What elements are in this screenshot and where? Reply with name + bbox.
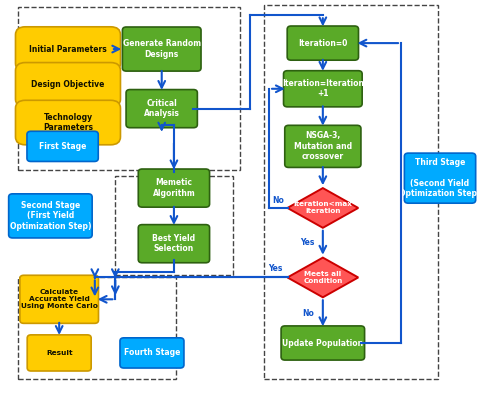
FancyBboxPatch shape	[120, 338, 184, 368]
Text: Third Stage

(Second Yield
Optimization Step): Third Stage (Second Yield Optimization S…	[400, 158, 481, 198]
Ellipse shape	[26, 110, 110, 125]
Text: Best Yield
Selection: Best Yield Selection	[152, 234, 196, 253]
Text: First Stage: First Stage	[39, 142, 86, 151]
Ellipse shape	[68, 39, 116, 59]
FancyBboxPatch shape	[16, 100, 120, 145]
Text: Technology
Parameters: Technology Parameters	[43, 113, 93, 132]
FancyBboxPatch shape	[8, 194, 92, 238]
FancyBboxPatch shape	[20, 275, 98, 323]
FancyBboxPatch shape	[138, 169, 210, 207]
Ellipse shape	[20, 112, 68, 132]
FancyBboxPatch shape	[122, 27, 201, 71]
Bar	[18, 7, 240, 170]
FancyBboxPatch shape	[404, 153, 475, 203]
Bar	[18, 278, 176, 379]
FancyBboxPatch shape	[16, 62, 120, 107]
Ellipse shape	[26, 120, 110, 136]
Ellipse shape	[26, 115, 110, 130]
Text: Iteration=0: Iteration=0	[298, 38, 348, 48]
Text: Fourth Stage: Fourth Stage	[124, 348, 180, 358]
Bar	[116, 176, 232, 276]
Ellipse shape	[26, 72, 110, 88]
Ellipse shape	[20, 75, 68, 95]
FancyBboxPatch shape	[16, 27, 120, 71]
Text: Memetic
Algorithm: Memetic Algorithm	[152, 178, 196, 198]
Text: Update Population: Update Population	[282, 338, 364, 348]
Polygon shape	[288, 188, 358, 228]
Text: No: No	[272, 196, 284, 205]
Text: Second Stage
(First Yield
Optimization Step): Second Stage (First Yield Optimization S…	[10, 201, 91, 231]
Text: NSGA-3,
Mutation and
crossover: NSGA-3, Mutation and crossover	[294, 132, 352, 161]
Text: No: No	[302, 309, 314, 318]
Bar	[264, 5, 438, 379]
Text: Yes: Yes	[300, 238, 314, 247]
FancyBboxPatch shape	[287, 26, 358, 60]
FancyBboxPatch shape	[281, 326, 364, 360]
Ellipse shape	[26, 82, 110, 98]
Ellipse shape	[68, 112, 116, 132]
Ellipse shape	[26, 77, 110, 93]
Ellipse shape	[26, 41, 110, 57]
Text: Meets all
Condition: Meets all Condition	[303, 271, 343, 284]
FancyBboxPatch shape	[126, 90, 198, 128]
Text: Generate Random
Designs: Generate Random Designs	[122, 39, 201, 59]
Text: Design Objective: Design Objective	[32, 80, 104, 89]
Ellipse shape	[26, 36, 110, 52]
Polygon shape	[288, 258, 358, 297]
Text: Initial Parameters: Initial Parameters	[29, 44, 107, 54]
Text: Calculate
Accurate Yield
Using Monte Carlo: Calculate Accurate Yield Using Monte Car…	[21, 289, 98, 309]
Text: Yes: Yes	[268, 264, 283, 274]
FancyBboxPatch shape	[138, 225, 210, 263]
Text: Iteration=Iteration
+1: Iteration=Iteration +1	[282, 79, 364, 98]
FancyBboxPatch shape	[285, 125, 361, 168]
FancyBboxPatch shape	[27, 335, 91, 371]
FancyBboxPatch shape	[284, 71, 362, 107]
Ellipse shape	[20, 39, 68, 59]
Text: Iteration<max
iteration: Iteration<max iteration	[294, 202, 352, 214]
Ellipse shape	[68, 75, 116, 95]
FancyBboxPatch shape	[27, 131, 98, 162]
Text: Result: Result	[46, 350, 72, 356]
Text: Critical
Analysis: Critical Analysis	[144, 99, 180, 118]
Ellipse shape	[26, 46, 110, 62]
